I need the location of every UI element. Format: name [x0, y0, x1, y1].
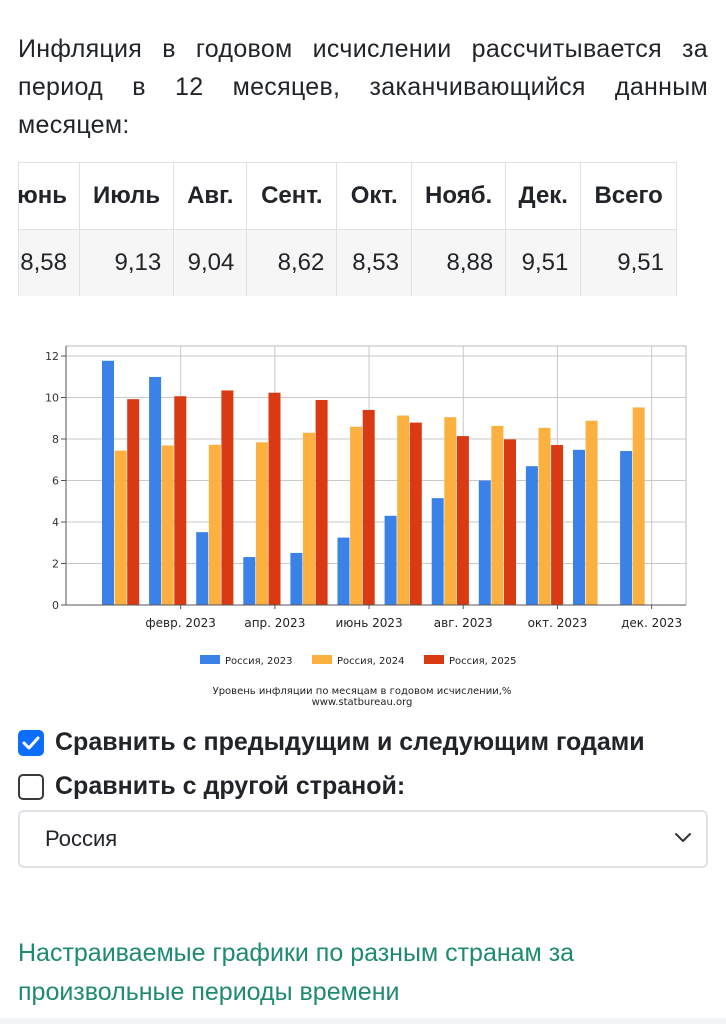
chart-bar — [491, 425, 504, 605]
chart-bar — [149, 376, 162, 605]
table-cell: 9,13 — [78, 229, 175, 296]
col-header: Июнь — [19, 162, 80, 230]
col-header: Окт. — [336, 162, 412, 230]
compare-country-option[interactable]: Сравнить с другой страной: — [18, 772, 405, 801]
table-cell: 9,04 — [173, 229, 248, 296]
chart-bar — [102, 360, 114, 605]
chart-bar — [620, 451, 633, 605]
x-tick-label: апр. 2023 — [244, 616, 305, 630]
y-tick-label: 6 — [52, 475, 59, 488]
y-tick-label: 8 — [52, 433, 59, 446]
chart-source: www.statbureau.org — [312, 697, 413, 708]
chart-bar — [538, 427, 551, 605]
col-header: Всего — [580, 162, 677, 230]
chart-bar — [127, 399, 140, 605]
y-tick-label: 10 — [45, 392, 59, 405]
x-tick-label: окт. 2023 — [528, 616, 588, 630]
y-tick-label: 2 — [52, 558, 59, 571]
chart-bar — [196, 532, 209, 605]
chart-caption: Уровень инфляции по месяцам в годовом ис… — [213, 686, 512, 697]
chart-bar — [431, 498, 444, 605]
legend-swatch — [312, 655, 332, 664]
compare-years-checkbox[interactable] — [18, 729, 44, 756]
x-tick-label: февр. 2023 — [145, 616, 216, 630]
chart-bar — [315, 399, 328, 605]
inflation-chart: 0 2 4 6 8 10 12 февр. 2023 апр. 2023 июнь 2023 ав… — [38, 330, 698, 710]
chart-bar — [585, 420, 598, 605]
x-tick-label: июнь 2023 — [335, 616, 402, 630]
inflation-table-container[interactable]: Июнь Июль Авг. Сент. Окт. Нояб. Дек. Все… — [18, 162, 709, 296]
chart-bar — [268, 392, 281, 605]
inflation-chart-svg: 0 2 4 6 8 10 12 февр. 2023 апр. 2023 июнь 2023 ав… — [45, 345, 687, 708]
chart-bar — [409, 422, 422, 605]
chart-bar — [208, 444, 221, 605]
compare-years-label[interactable]: Сравнить с предыдущим и следующим годами — [55, 728, 645, 756]
col-header: Дек. — [505, 162, 582, 230]
legend-swatch — [424, 655, 444, 664]
chart-bar — [350, 426, 363, 605]
table-cell: 8,58 — [19, 229, 80, 296]
col-header: Авг. — [173, 162, 248, 230]
y-axis: 0 2 4 6 8 10 12 — [45, 346, 67, 612]
chart-bars — [102, 360, 645, 605]
chart-bar — [221, 390, 234, 605]
chart-bar — [504, 439, 516, 605]
y-tick-label: 12 — [45, 350, 59, 363]
table-cell: 9,51 — [580, 229, 677, 296]
country-select-value: Россия — [45, 826, 118, 851]
x-tick-label: дек. 2023 — [621, 616, 682, 630]
y-tick-label: 0 — [52, 599, 59, 612]
custom-charts-link[interactable]: Настраиваемые графики по разным странам … — [18, 939, 575, 1006]
legend-label: Россия, 2023 — [225, 656, 292, 667]
x-axis: февр. 2023 апр. 2023 июнь 2023 авг. 2023 окт… — [66, 604, 686, 630]
col-header: Июль — [78, 162, 175, 230]
compare-country-checkbox[interactable] — [18, 773, 44, 800]
page-bottom-divider — [0, 1018, 726, 1024]
table-cell: 9,51 — [505, 229, 582, 296]
chart-bar — [161, 445, 174, 605]
legend-label: Россия, 2025 — [449, 656, 516, 667]
country-select[interactable]: Россия — [18, 810, 708, 868]
col-header: Нояб. — [410, 162, 507, 230]
table-cell: 8,88 — [410, 229, 507, 296]
chart-bar — [444, 417, 457, 605]
inflation-table: Июнь Июль Авг. Сент. Окт. Нояб. Дек. Все… — [19, 162, 677, 296]
chart-bar — [573, 449, 585, 605]
y-tick-label: 4 — [52, 516, 59, 529]
chart-bar — [337, 537, 350, 605]
chart-bar — [290, 552, 303, 605]
chart-bar — [243, 557, 256, 605]
table-header-row: Июнь Июль Авг. Сент. Окт. Нояб. Дек. Все… — [19, 162, 677, 230]
chart-bar — [255, 442, 268, 605]
chart-bar — [478, 480, 491, 605]
chart-bar — [456, 436, 469, 605]
intro-text: Инфляция в годовом исчислении рассчитыва… — [18, 35, 708, 139]
table-cell: 8,62 — [246, 229, 338, 296]
compare-years-option[interactable]: Сравнить с предыдущим и следующим годами — [18, 728, 645, 757]
compare-country-label[interactable]: Сравнить с другой страной: — [55, 772, 406, 800]
table-row: 8,58 9,13 9,04 8,62 8,53 8,88 9,51 9,51 — [19, 229, 677, 296]
chart-bar — [174, 396, 187, 605]
chevron-down-icon — [675, 833, 691, 842]
col-header: Сент. — [246, 162, 338, 230]
table-cell: 8,53 — [336, 229, 412, 296]
chart-bar — [397, 415, 410, 605]
legend-label: Россия, 2024 — [337, 656, 404, 667]
chart-bar — [525, 466, 538, 605]
legend-swatch — [200, 655, 220, 664]
chart-bar — [114, 450, 127, 605]
checkmark-icon — [22, 736, 40, 749]
chart-bar — [303, 432, 315, 605]
chart-bar — [632, 407, 645, 605]
chart-legend: Россия, 2023 Россия, 2024 Россия, 2025 — [200, 655, 516, 667]
chart-bar — [362, 409, 375, 605]
chart-bar — [551, 445, 564, 605]
x-tick-label: авг. 2023 — [434, 616, 493, 630]
chart-bar — [384, 515, 397, 605]
